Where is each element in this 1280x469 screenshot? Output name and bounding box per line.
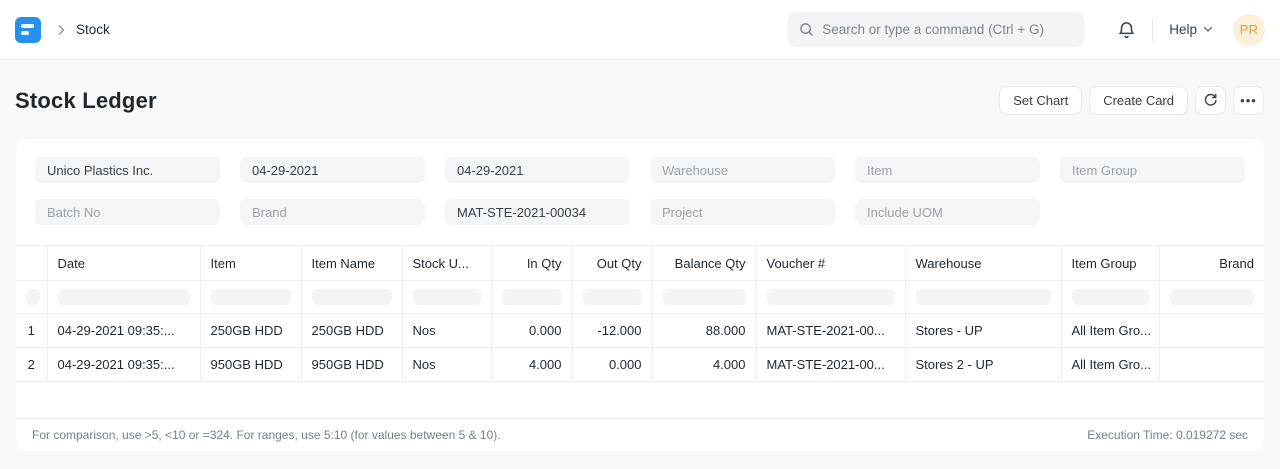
global-search[interactable] bbox=[787, 12, 1086, 47]
cell-in-qty[interactable]: 4.000 bbox=[491, 347, 573, 382]
page-title: Stock Ledger bbox=[15, 87, 157, 113]
cell-out-qty[interactable]: 0.000 bbox=[572, 347, 653, 382]
column-filter-input[interactable] bbox=[26, 289, 40, 305]
cell-voucher[interactable]: MAT-STE-2021-00... bbox=[756, 313, 906, 348]
navbar: Stock Help PR bbox=[0, 0, 1280, 60]
filter-brand[interactable] bbox=[240, 199, 425, 225]
cell-brand[interactable] bbox=[1159, 313, 1264, 348]
column-filter-input[interactable] bbox=[311, 289, 392, 305]
column-filter-input[interactable] bbox=[412, 289, 481, 305]
search-icon bbox=[799, 22, 814, 37]
filter-from-date[interactable] bbox=[240, 157, 425, 183]
cell-date[interactable]: 04-29-2021 09:35:... bbox=[47, 347, 201, 382]
report-card: Date Item Item Name Stock U... In Qty Ou… bbox=[16, 139, 1264, 451]
chevron-down-icon bbox=[1203, 26, 1213, 33]
notifications-bell-icon[interactable] bbox=[1117, 20, 1136, 40]
help-label: Help bbox=[1169, 22, 1197, 37]
refresh-button[interactable] bbox=[1195, 86, 1226, 115]
table-filter-row bbox=[16, 280, 1264, 314]
filter-voucher-no[interactable] bbox=[445, 199, 630, 225]
col-header-warehouse[interactable]: Warehouse bbox=[905, 245, 1062, 281]
column-filter-input[interactable] bbox=[57, 289, 190, 305]
cell-item-group[interactable]: All Item Gro... bbox=[1061, 347, 1160, 382]
cell-warehouse[interactable]: Stores - UP bbox=[905, 313, 1062, 348]
table-header-row: Date Item Item Name Stock U... In Qty Ou… bbox=[16, 245, 1264, 281]
cell-item[interactable]: 250GB HDD bbox=[200, 313, 302, 348]
col-header-voucher[interactable]: Voucher # bbox=[756, 245, 906, 281]
set-chart-button[interactable]: Set Chart bbox=[999, 86, 1083, 115]
app-logo-icon[interactable] bbox=[15, 16, 41, 43]
cell-balance-qty[interactable]: 4.000 bbox=[652, 347, 757, 382]
filter-include-uom[interactable] bbox=[855, 199, 1040, 225]
cell-in-qty[interactable]: 0.000 bbox=[491, 313, 573, 348]
column-filter-input[interactable] bbox=[1071, 289, 1149, 305]
ellipsis-icon: ••• bbox=[1240, 93, 1257, 108]
cell-brand[interactable] bbox=[1159, 347, 1264, 382]
table-row: 2 04-29-2021 09:35:... 950GB HDD 950GB H… bbox=[16, 347, 1264, 382]
col-header-item[interactable]: Item bbox=[200, 245, 302, 281]
cell-stock-uom[interactable]: Nos bbox=[402, 313, 492, 348]
column-filter-input[interactable] bbox=[915, 289, 1051, 305]
page-actions: Set Chart Create Card ••• bbox=[999, 86, 1264, 115]
create-card-button[interactable]: Create Card bbox=[1089, 86, 1188, 115]
cell-date[interactable]: 04-29-2021 09:35:... bbox=[47, 313, 201, 348]
execution-time: Execution Time: 0.019272 sec bbox=[1087, 428, 1248, 442]
column-filter-input[interactable] bbox=[582, 289, 642, 305]
cell-warehouse[interactable]: Stores 2 - UP bbox=[905, 347, 1062, 382]
navbar-divider bbox=[1152, 18, 1154, 41]
col-header-rownum bbox=[16, 245, 48, 281]
col-header-item-group[interactable]: Item Group bbox=[1061, 245, 1160, 281]
col-header-stock-uom[interactable]: Stock U... bbox=[402, 245, 492, 281]
filter-item-group[interactable] bbox=[1060, 157, 1245, 183]
column-filter-input[interactable] bbox=[1169, 289, 1254, 305]
row-index: 1 bbox=[16, 313, 48, 348]
col-header-brand[interactable]: Brand bbox=[1159, 245, 1264, 281]
cell-stock-uom[interactable]: Nos bbox=[402, 347, 492, 382]
filter-to-date[interactable] bbox=[445, 157, 630, 183]
help-menu[interactable]: Help bbox=[1169, 22, 1213, 37]
chevron-right-icon bbox=[57, 24, 66, 36]
col-header-item-name[interactable]: Item Name bbox=[301, 245, 403, 281]
column-filter-input[interactable] bbox=[766, 289, 895, 305]
filter-item[interactable] bbox=[855, 157, 1040, 183]
cell-item-name[interactable]: 950GB HDD bbox=[301, 347, 403, 382]
search-input[interactable] bbox=[822, 22, 1074, 37]
cell-item-name[interactable]: 250GB HDD bbox=[301, 313, 403, 348]
filter-warehouse[interactable] bbox=[650, 157, 835, 183]
column-filter-input[interactable] bbox=[210, 289, 291, 305]
card-footer: For comparison, use >5, <10 or =324. For… bbox=[16, 418, 1264, 451]
row-index: 2 bbox=[16, 347, 48, 382]
cell-item-group[interactable]: All Item Gro... bbox=[1061, 313, 1160, 348]
col-header-date[interactable]: Date bbox=[47, 245, 201, 281]
table-row: 1 04-29-2021 09:35:... 250GB HDD 250GB H… bbox=[16, 313, 1264, 348]
filter-hint-text: For comparison, use >5, <10 or =324. For… bbox=[32, 428, 501, 442]
column-filter-input[interactable] bbox=[662, 289, 746, 305]
cell-out-qty[interactable]: -12.000 bbox=[572, 313, 653, 348]
breadcrumb-stock[interactable]: Stock bbox=[76, 22, 110, 37]
column-filter-input[interactable] bbox=[501, 289, 562, 305]
col-header-in-qty[interactable]: In Qty bbox=[491, 245, 573, 281]
cell-balance-qty[interactable]: 88.000 bbox=[652, 313, 757, 348]
refresh-icon bbox=[1203, 93, 1218, 108]
filter-batch-no[interactable] bbox=[35, 199, 220, 225]
cell-voucher[interactable]: MAT-STE-2021-00... bbox=[756, 347, 906, 382]
stock-ledger-table: Date Item Item Name Stock U... In Qty Ou… bbox=[16, 245, 1264, 382]
user-avatar[interactable]: PR bbox=[1233, 13, 1265, 46]
cell-item[interactable]: 950GB HDD bbox=[200, 347, 302, 382]
table-bottom-spacer bbox=[16, 382, 1264, 418]
menu-button[interactable]: ••• bbox=[1233, 86, 1264, 115]
filter-project[interactable] bbox=[650, 199, 835, 225]
col-header-balance-qty[interactable]: Balance Qty bbox=[652, 245, 757, 281]
filter-area bbox=[16, 139, 1264, 245]
page-head: Stock Ledger Set Chart Create Card ••• bbox=[0, 60, 1280, 139]
filter-company[interactable] bbox=[35, 157, 220, 183]
col-header-out-qty[interactable]: Out Qty bbox=[572, 245, 653, 281]
